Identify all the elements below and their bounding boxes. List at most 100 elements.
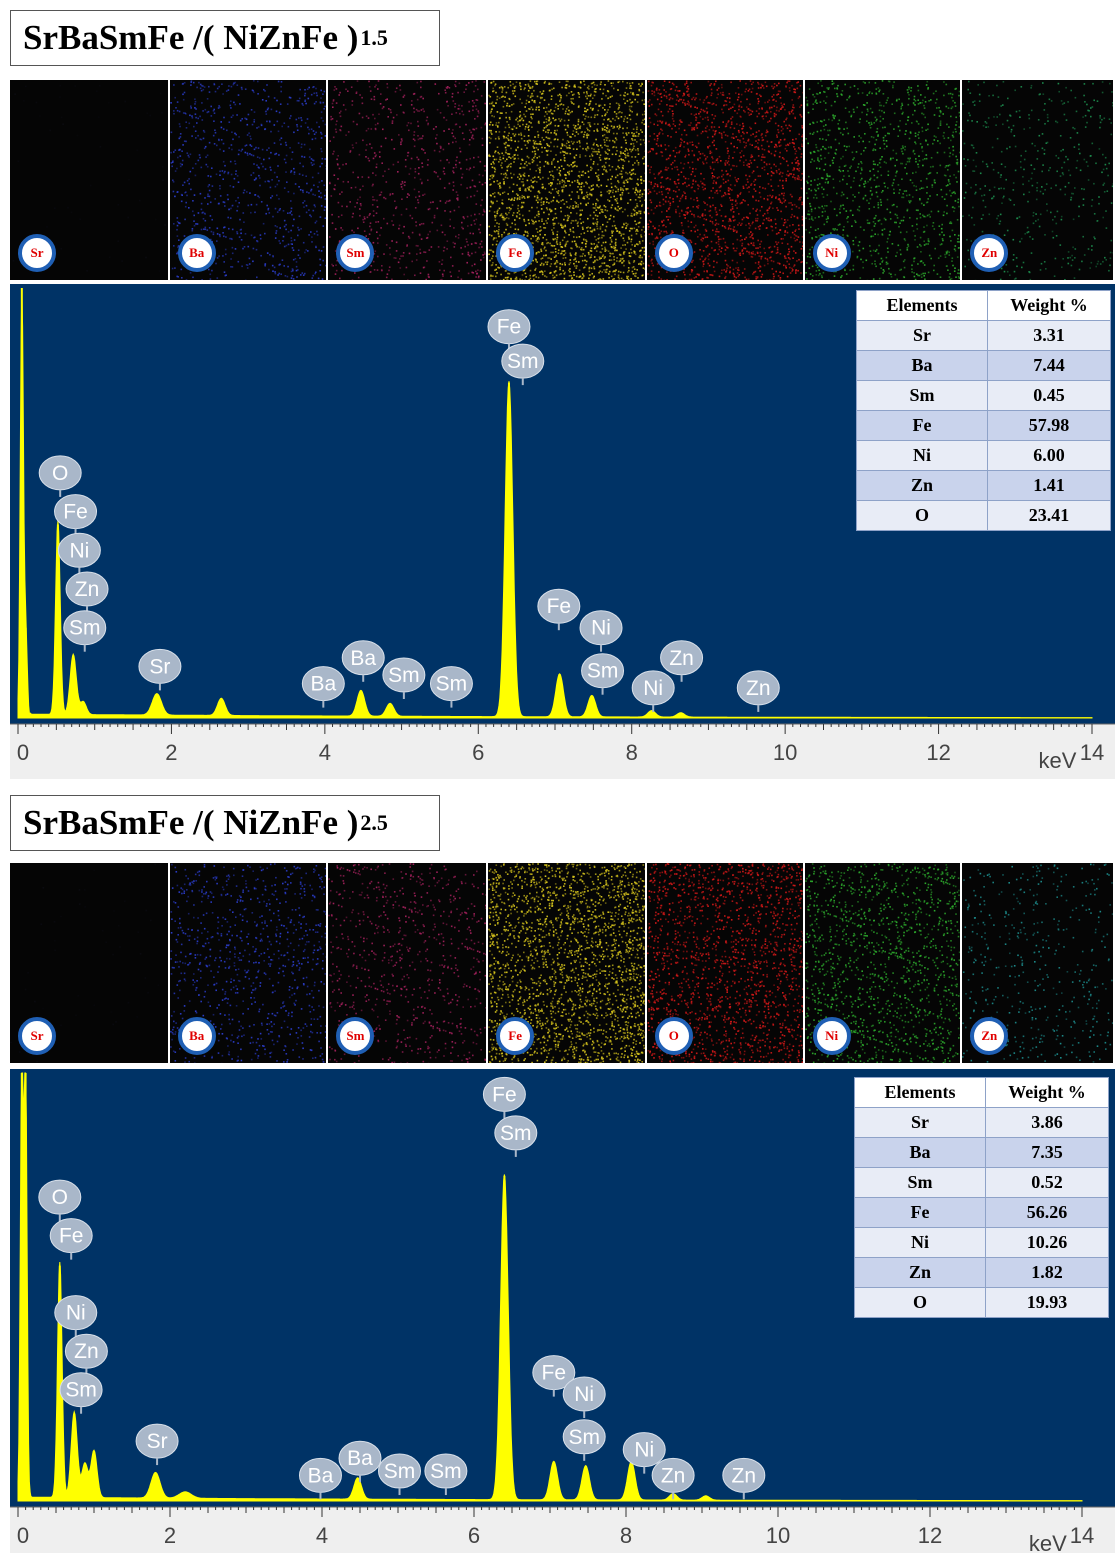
element-cell: Ni bbox=[854, 1227, 986, 1258]
weight-cell: 57.98 bbox=[987, 410, 1111, 441]
annotation-label: Sr bbox=[149, 655, 170, 678]
table-body-1: Sr 3.31 Ba 7.44 Sm 0.45 Fe 57.98 Ni 6.00 Zn 1.41 O 23… bbox=[856, 320, 1111, 531]
weight-cell: 3.31 bbox=[987, 320, 1111, 351]
annotation-label: Ni bbox=[634, 1439, 654, 1462]
peak-annotation: Zn bbox=[64, 1333, 108, 1376]
elemental-maps-2: Sr Ba Sm Fe O Ni Zn bbox=[10, 863, 1115, 1063]
peak-annotation: Sm bbox=[429, 666, 473, 708]
peak-annotation: Sm bbox=[59, 1372, 103, 1414]
annotation-label: Sm bbox=[384, 1460, 416, 1483]
peak-annotation: Sm bbox=[501, 343, 545, 386]
annotation-label: Fe bbox=[59, 1225, 84, 1248]
elemental-map-sm: Sm bbox=[328, 80, 487, 280]
element-cell: Fe bbox=[854, 1197, 986, 1228]
elemental-map-sr: Sr bbox=[10, 863, 168, 1063]
peak-annotation: Zn bbox=[651, 1457, 695, 1500]
element-cell: Ba bbox=[856, 350, 988, 381]
annotation-bubble bbox=[532, 1355, 576, 1391]
annotation-label: Ni bbox=[574, 1383, 594, 1406]
annotation-label: Zn bbox=[732, 1464, 757, 1487]
elemental-map-zn: Zn bbox=[962, 863, 1113, 1063]
element-badge: Sr bbox=[18, 1017, 56, 1055]
annotation-label: Sr bbox=[147, 1430, 168, 1453]
element-cell: Ba bbox=[854, 1137, 986, 1168]
annotation-label: Sm bbox=[587, 660, 619, 683]
annotation-label: Zn bbox=[746, 677, 771, 700]
x-tick-label: 10 bbox=[773, 740, 797, 765]
eds-spectrum-2: 0 2 4 6 8 10 12 14 keV Fe Sm O Fe Ni Zn Sm Sr Ba Ba Sm Sm Fe N… bbox=[10, 1069, 1115, 1553]
peak-annotation: Fe bbox=[532, 1355, 576, 1397]
element-cell: Fe bbox=[856, 410, 988, 441]
elemental-map-sr: Sr bbox=[10, 80, 168, 280]
table-row: Ba 7.44 bbox=[856, 350, 1111, 381]
table-row: Sr 3.86 bbox=[854, 1107, 1109, 1138]
peak-annotation: Sm bbox=[63, 610, 107, 652]
weight-table-2: Elements Weight % Sr 3.86 Ba 7.35 Sm 0.52 Fe 56… bbox=[854, 1077, 1109, 1318]
annotation-label: Ba bbox=[310, 673, 336, 696]
table-row: Ni 6.00 bbox=[856, 440, 1111, 471]
peak-annotation: Ba bbox=[338, 1440, 382, 1483]
annotation-label: Zn bbox=[661, 1464, 686, 1487]
elemental-map-ba: Ba bbox=[169, 863, 327, 1063]
annotation-label: Ba bbox=[308, 1464, 334, 1487]
annotation-label: Ni bbox=[69, 539, 89, 562]
annotation-label: Ni bbox=[66, 1302, 86, 1325]
annotation-label: Fe bbox=[63, 501, 88, 524]
elemental-map-ni: Ni bbox=[804, 863, 961, 1063]
weight-cell: 3.86 bbox=[985, 1107, 1109, 1138]
annotation-bubble bbox=[54, 1295, 98, 1331]
x-tick-label: 2 bbox=[164, 1523, 176, 1548]
elemental-map-fe: Fe bbox=[488, 80, 645, 280]
annotation-label: Sm bbox=[500, 1122, 532, 1145]
annotation-label: Zn bbox=[74, 1340, 99, 1363]
table-row: Zn 1.82 bbox=[854, 1257, 1109, 1288]
annotation-label: Ba bbox=[347, 1447, 373, 1470]
annotation-label: Sm bbox=[436, 673, 468, 696]
peak-annotation: Zn bbox=[660, 640, 704, 682]
table-header-elements: Elements bbox=[854, 1077, 986, 1108]
elemental-map-o: O bbox=[646, 863, 803, 1063]
table-row: Sr 3.31 bbox=[856, 320, 1111, 351]
x-tick-label: 8 bbox=[620, 1523, 632, 1548]
elemental-map-ba: Ba bbox=[169, 80, 327, 280]
annotation-label: Ba bbox=[350, 647, 376, 670]
eds-spectrum-1: 0 2 4 6 8 10 12 14 keV Fe Sm O Fe Ni Zn Sm Sr Ba Ba Sm Sm Fe N… bbox=[10, 284, 1115, 779]
x-tick-label: 12 bbox=[918, 1523, 942, 1548]
peak-annotation: Zn bbox=[722, 1457, 766, 1500]
peak-annotation: Fe bbox=[537, 588, 581, 631]
weight-table-1: Elements Weight % Sr 3.31 Ba 7.44 Sm 0.45 Fe 57… bbox=[856, 290, 1111, 531]
annotation-label: Sm bbox=[388, 664, 420, 687]
x-tick-label: 6 bbox=[472, 740, 484, 765]
table-header-elements: Elements bbox=[856, 290, 988, 321]
element-cell: O bbox=[856, 500, 988, 531]
annotation-label: O bbox=[52, 462, 68, 485]
peak-annotation: Ni bbox=[562, 1376, 606, 1418]
annotation-label: Sm bbox=[568, 1426, 600, 1449]
annotation-bubble bbox=[54, 494, 98, 530]
table-header-weight: Weight % bbox=[985, 1077, 1109, 1108]
peak-annotation: Ni bbox=[579, 610, 623, 652]
x-tick-label: 14 bbox=[1070, 1523, 1094, 1548]
weight-cell: 0.45 bbox=[987, 380, 1111, 411]
peak-annotation: Ba bbox=[341, 640, 385, 682]
table-row: O 19.93 bbox=[854, 1287, 1109, 1318]
x-tick-label: 6 bbox=[468, 1523, 480, 1548]
annotation-label: Ni bbox=[591, 617, 611, 640]
table-row: O 23.41 bbox=[856, 500, 1111, 531]
annotation-label: Zn bbox=[669, 647, 694, 670]
element-cell: Sm bbox=[856, 380, 988, 411]
annotation-label: Sm bbox=[69, 617, 101, 640]
annotation-label: Fe bbox=[547, 595, 572, 618]
panel-title-subscript: 1.5 bbox=[360, 25, 388, 50]
peak-annotation: Sm bbox=[382, 657, 426, 699]
peak-annotation: Zn bbox=[736, 670, 780, 712]
element-badge: Ni bbox=[812, 234, 851, 272]
x-tick-label: 12 bbox=[926, 740, 950, 765]
x-tick-label: 14 bbox=[1080, 740, 1104, 765]
panel-title-2: SrBaSmFe /( NiZnFe ) 2.5 bbox=[10, 795, 440, 851]
annotation-bubble bbox=[59, 1372, 103, 1408]
annotation-label: Zn bbox=[75, 578, 100, 601]
table-row: Fe 57.98 bbox=[856, 410, 1111, 441]
